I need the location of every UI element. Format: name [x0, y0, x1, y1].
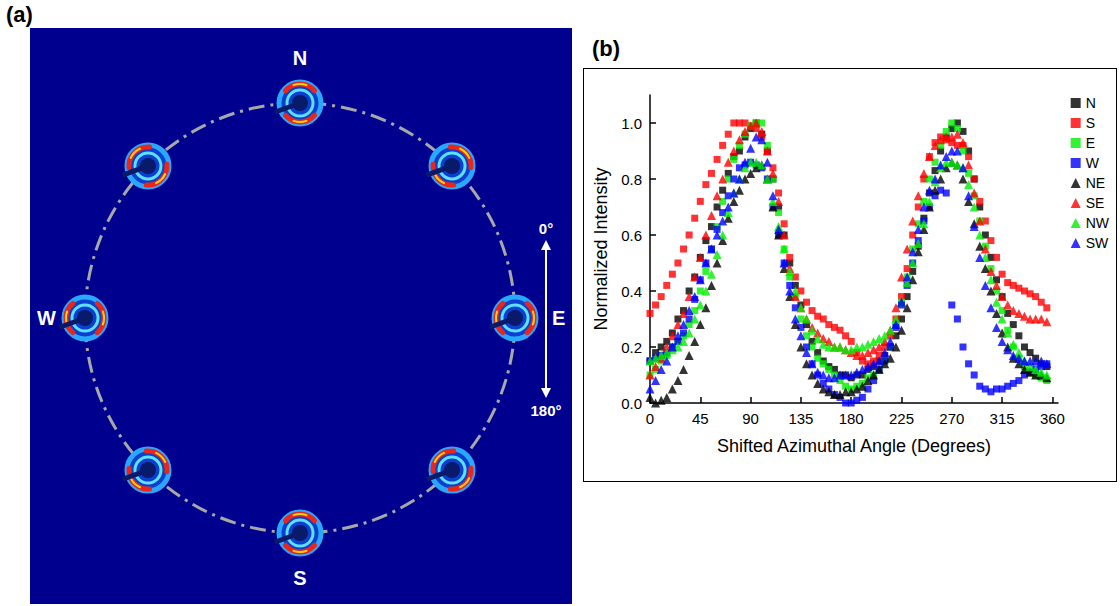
svg-text:0.4: 0.4: [621, 283, 642, 300]
svg-text:SE: SE: [1086, 195, 1105, 211]
svg-text:90: 90: [742, 410, 759, 427]
svg-text:S: S: [293, 567, 306, 589]
svg-text:135: 135: [788, 410, 813, 427]
svg-text:N: N: [293, 47, 307, 69]
svg-text:270: 270: [939, 410, 964, 427]
svg-text:45: 45: [692, 410, 709, 427]
svg-text:180: 180: [839, 410, 864, 427]
svg-text:225: 225: [889, 410, 914, 427]
svg-text:360: 360: [1040, 410, 1065, 427]
svg-text:180°: 180°: [530, 402, 561, 419]
svg-text:E: E: [552, 307, 565, 329]
svg-text:S: S: [1086, 115, 1095, 131]
svg-text:Shifted Azimuthal Angle (Degre: Shifted Azimuthal Angle (Degrees): [717, 436, 991, 456]
svg-text:Normalized Intensity: Normalized Intensity: [591, 167, 611, 330]
svg-text:0.6: 0.6: [621, 227, 642, 244]
svg-text:0.2: 0.2: [621, 339, 642, 356]
svg-text:NW: NW: [1086, 215, 1110, 231]
svg-text:0°: 0°: [539, 220, 553, 237]
svg-text:0: 0: [646, 410, 654, 427]
html-text:(b): (b): [592, 36, 621, 61]
svg-text:1.0: 1.0: [621, 115, 642, 132]
svg-text:315: 315: [990, 410, 1015, 427]
svg-text:N: N: [1086, 95, 1096, 111]
svg-text:0.0: 0.0: [621, 395, 642, 412]
svg-text:0.8: 0.8: [621, 171, 642, 188]
svg-text:W: W: [1086, 155, 1100, 171]
svg-text:(a): (a): [6, 2, 33, 27]
svg-text:E: E: [1086, 135, 1095, 151]
svg-text:NE: NE: [1086, 175, 1105, 191]
svg-text:W: W: [37, 307, 56, 329]
svg-text:SW: SW: [1086, 235, 1109, 251]
